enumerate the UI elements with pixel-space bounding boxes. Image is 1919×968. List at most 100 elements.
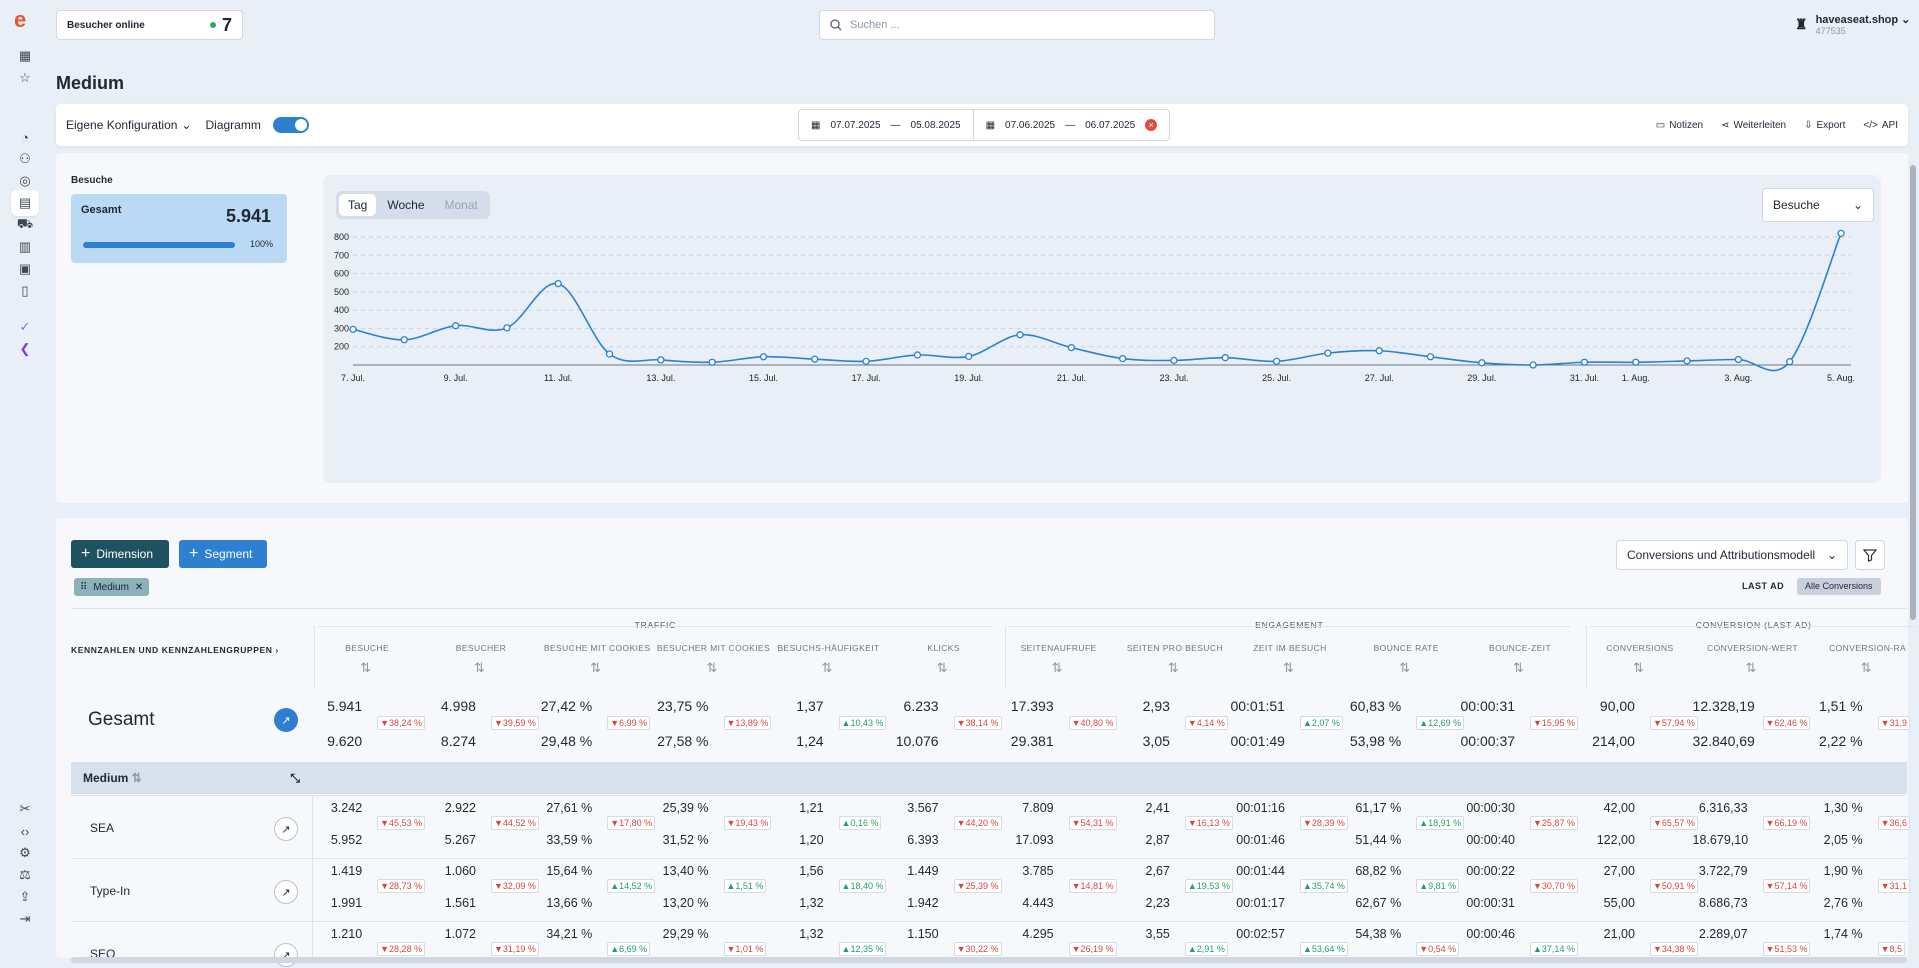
x-tick-label: 27. Jul. [1365, 373, 1394, 383]
trend-chart-icon[interactable]: ↗ [274, 708, 298, 732]
column-header[interactable]: ZEIT IM BESUCH [1253, 643, 1327, 653]
close-icon[interactable]: ✕ [134, 581, 144, 593]
fingerprint-icon[interactable]: ◎ [19, 173, 31, 188]
document-icon[interactable]: ▥ [18, 239, 32, 254]
all-conversions-toggle[interactable]: Alle Conversions [1797, 578, 1881, 595]
column-header[interactable]: CONVERSION-RA [1829, 643, 1907, 653]
change-badge: ▼28,73 % [377, 879, 426, 893]
tab-month[interactable]: Monat [444, 198, 478, 212]
forward-button[interactable]: ⋖ Weiterleiten [1721, 120, 1786, 131]
attribution-last-ad[interactable]: LAST AD [1742, 581, 1785, 591]
tab-day[interactable]: Tag [339, 194, 377, 216]
y-tick-label: 300 [334, 323, 349, 333]
brand-chevron-icon[interactable]: ❮ [19, 341, 31, 356]
column-header[interactable]: CONVERSION-WERT [1707, 643, 1798, 653]
account-switcher[interactable]: ♜ haveaseat.shop ⌄ 477535 [1795, 8, 1915, 40]
dimension-chip[interactable]: ⠿ Medium ✕ [74, 578, 150, 596]
shop-name: haveaseat.shop [1815, 13, 1899, 26]
sort-icon[interactable]: ⇅ [1282, 660, 1294, 675]
column-header[interactable]: BESUCHE MIT COOKIES [543, 643, 651, 653]
trend-chart-icon[interactable]: ↗ [274, 817, 298, 841]
share-icon: ⋖ [1721, 119, 1730, 131]
column-header[interactable]: SEITEN PRO BESUCH [1126, 643, 1223, 653]
collapse-icon[interactable]: ⤡ [290, 770, 300, 785]
analytics-icon[interactable]: ◔ [21, 129, 29, 145]
row-divider [71, 921, 1907, 922]
search-input[interactable]: Suchen ... [819, 10, 1215, 40]
code-icon[interactable]: ‹› [20, 823, 30, 839]
vertical-scrollbar[interactable] [1910, 165, 1916, 620]
sort-icon[interactable]: ⇅ [1051, 660, 1063, 675]
sort-icon[interactable]: ⇅ [1745, 660, 1757, 675]
row-current-value: 27,61 % [546, 801, 593, 815]
trend-chart-icon[interactable]: ↗ [274, 943, 298, 967]
config-dropdown[interactable]: Eigene Konfiguration ⌄ [66, 118, 191, 132]
brand-check-icon[interactable]: ✓ [19, 319, 31, 334]
tab-week[interactable]: Woche [387, 198, 425, 212]
report-icon[interactable]: ▤ [11, 190, 39, 216]
mobile-icon[interactable]: ▯ [21, 283, 29, 298]
sort-icon[interactable]: ⇅ [1167, 660, 1179, 675]
date-range-compare[interactable]: ▦ 07.06.2025 — 06.07.2025 × [972, 110, 1170, 140]
media-icon[interactable]: ▣ [18, 261, 32, 276]
add-segment-button[interactable]: + Segment [179, 540, 267, 568]
filter-button[interactable] [1855, 540, 1885, 570]
horizontal-scrollbar[interactable] [71, 957, 1907, 963]
column-header[interactable]: SEITENAUFRUFE [1020, 643, 1097, 653]
sort-icon[interactable]: ⇅ [1399, 660, 1411, 675]
sort-icon[interactable]: ⇅ [821, 660, 833, 675]
column-header[interactable]: BOUNCE RATE [1373, 643, 1439, 653]
star-icon[interactable]: ☆ [19, 70, 31, 85]
notes-button[interactable]: ▭ Notizen [1656, 120, 1703, 131]
metrics-groups-button[interactable]: KENNZAHLEN UND KENNZAHLENGRUPPEN › [71, 645, 279, 655]
granularity-tabs: Tag Woche Monat [336, 191, 490, 219]
trend-chart-icon[interactable]: ↗ [274, 880, 298, 904]
cart-icon[interactable]: ⛟ [16, 216, 34, 231]
chart-toggle[interactable] [272, 117, 309, 133]
clear-compare-icon[interactable]: × [1145, 119, 1158, 131]
column-header[interactable]: KLICKS [927, 643, 960, 653]
dashboard-icon[interactable]: ▦ [18, 48, 32, 63]
column-header[interactable]: BESUCHER MIT COOKIES [656, 643, 771, 653]
toolbar-actions: ▭ Notizen ⋖ Weiterleiten ⇩ Export </> API [1656, 104, 1898, 146]
share-icon[interactable]: ⇪ [19, 889, 31, 904]
drag-handle-icon[interactable]: ⠿ [80, 581, 88, 593]
date-range-picker[interactable]: ▦ 07.07.2025 — 05.08.2025 ▦ 07.06.2025 —… [798, 109, 1171, 141]
sort-icon[interactable]: ⇅ [936, 660, 948, 675]
add-segment-label: Segment [204, 547, 253, 561]
sort-icon[interactable]: ⇅ [360, 660, 372, 675]
total-metric-card[interactable]: Gesamt 5.941 100% [71, 194, 287, 263]
date-range-primary[interactable]: ▦ 07.07.2025 — 05.08.2025 [799, 110, 973, 140]
total-previous-value: 27,58 % [657, 733, 709, 749]
add-dimension-button[interactable]: + Dimension [71, 540, 169, 568]
column-header[interactable]: BESUCHS-HÄUFIGKEIT [777, 643, 880, 653]
scale-icon[interactable]: ⚖ [19, 867, 31, 882]
table-row-label[interactable]: Type-In [90, 884, 131, 898]
column-header[interactable]: BESUCHER [455, 643, 507, 653]
row-current-value: 3,55 [1145, 927, 1170, 941]
column-header[interactable]: CONVERSIONS [1606, 643, 1674, 653]
column-header[interactable]: BOUNCE-ZEIT [1489, 643, 1552, 653]
sort-icon[interactable]: ⇅ [706, 660, 718, 675]
sort-icon[interactable]: ⇅ [131, 771, 142, 785]
api-button[interactable]: </> API [1863, 120, 1898, 131]
app-logo[interactable]: e [14, 7, 27, 32]
settings-icon[interactable]: ⚙ [19, 845, 31, 860]
export-button[interactable]: ⇩ Export [1804, 120, 1845, 131]
collapse-sidebar-icon[interactable]: ⇥ [19, 911, 31, 926]
sort-icon[interactable]: ⇅ [1632, 660, 1644, 675]
column-header[interactable]: BESUCHE [345, 643, 390, 653]
row-previous-value: 1.561 [444, 896, 476, 910]
tools-icon[interactable]: ✂ [19, 801, 31, 816]
table-row-label[interactable]: SEA [90, 821, 115, 835]
sort-icon[interactable]: ⇅ [473, 660, 485, 675]
sort-icon[interactable]: ⇅ [1860, 660, 1872, 675]
users-icon[interactable]: ⚇ [19, 151, 31, 166]
x-tick-label: 3. Aug. [1724, 373, 1752, 383]
sort-icon[interactable]: ⇅ [590, 660, 602, 675]
conversion-model-select[interactable]: Conversions und Attributionsmodell ⌄ [1616, 540, 1848, 570]
visitors-online-widget[interactable]: Besucher online 7 [56, 10, 243, 40]
sort-icon[interactable]: ⇅ [1513, 660, 1524, 675]
chart-metric-select[interactable]: Besuche ⌄ [1762, 188, 1874, 222]
dimension-column-header[interactable]: Medium ⇅ ⤡ [71, 762, 312, 794]
